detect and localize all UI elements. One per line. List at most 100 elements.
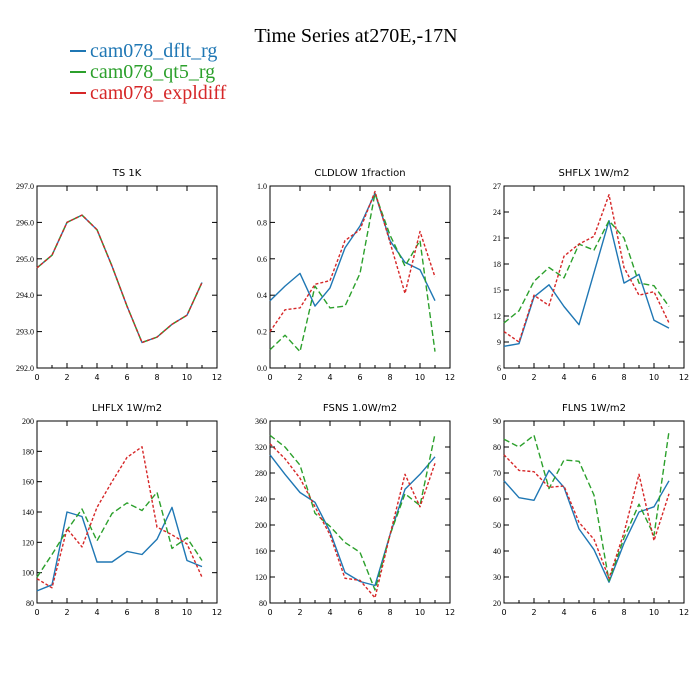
series-line: [503, 454, 670, 579]
y-tick-label: 0.8: [257, 218, 267, 227]
x-tick-label: 4: [561, 373, 566, 382]
x-tick-label: 8: [621, 373, 626, 382]
x-tick-label: 0: [267, 373, 272, 382]
legend-entry: cam078_qt5_rg: [90, 61, 215, 83]
x-tick-label: 4: [327, 608, 332, 617]
y-tick-label: 21: [493, 234, 501, 243]
y-tick-label: 0.4: [257, 291, 267, 300]
y-tick-label: 24: [493, 208, 501, 217]
x-tick-label: 0: [501, 608, 506, 617]
y-tick-label: 1.0: [257, 182, 267, 191]
x-tick-label: 12: [679, 608, 689, 617]
y-tick-label: 200: [22, 417, 34, 426]
chart-panel: LHFLX 1W/m2 0 2 4 6 8 10 12 80 100 120 140 160 180 200: [22, 403, 222, 617]
y-tick-label: 12: [493, 312, 501, 321]
x-tick-label: 4: [561, 608, 566, 617]
legend-entry: cam078_expldiff: [90, 82, 227, 104]
y-tick-label: 18: [493, 260, 501, 269]
x-tick-label: 2: [297, 608, 302, 617]
x-tick-label: 6: [591, 373, 596, 382]
y-tick-label: 297.0: [16, 182, 34, 191]
series-line: [269, 454, 436, 587]
x-tick-label: 8: [387, 373, 392, 382]
y-tick-label: 27: [493, 182, 501, 191]
x-tick-label: 0: [501, 373, 506, 382]
x-tick-label: 6: [124, 608, 129, 617]
y-tick-label: 6: [497, 364, 501, 373]
y-tick-label: 80: [493, 443, 501, 452]
y-tick-label: 120: [22, 538, 34, 547]
y-tick-label: 180: [22, 447, 34, 456]
y-tick-label: 90: [493, 417, 501, 426]
y-tick-label: 0.6: [257, 255, 267, 264]
y-tick-label: 80: [259, 599, 267, 608]
chart-panel: FLNS 1W/m2 0 2 4 6 8 10 12 20 30 40 50 60 70 80 90: [493, 403, 689, 617]
series-line: [269, 443, 436, 599]
x-tick-label: 8: [621, 608, 626, 617]
panel-title: LHFLX 1W/m2: [92, 403, 162, 414]
figure-title: Time Series at270E,-17N: [254, 25, 457, 47]
y-tick-label: 296.0: [16, 218, 34, 227]
x-tick-label: 10: [649, 608, 659, 617]
y-tick-label: 200: [255, 521, 267, 530]
panel-title: FSNS 1.0W/m2: [323, 403, 397, 414]
x-tick-label: 6: [357, 373, 362, 382]
y-tick-label: 140: [22, 508, 34, 517]
y-tick-label: 40: [493, 547, 501, 556]
legend: cam078_dflt_rgcam078_qt5_rgcam078_expldi…: [70, 40, 227, 104]
panel-title: FLNS 1W/m2: [562, 403, 626, 414]
series-line: [269, 192, 436, 353]
x-tick-label: 6: [124, 373, 129, 382]
x-tick-label: 12: [679, 373, 689, 382]
series-line: [36, 506, 203, 592]
x-tick-label: 4: [327, 373, 332, 382]
x-tick-label: 0: [34, 608, 39, 617]
x-tick-label: 2: [64, 373, 69, 382]
y-tick-label: 70: [493, 469, 501, 478]
panel-title: CLDLOW 1fraction: [314, 168, 405, 179]
y-tick-label: 320: [255, 443, 267, 452]
series-line: [503, 193, 670, 343]
y-tick-label: 160: [255, 547, 267, 556]
y-tick-label: 160: [22, 478, 34, 487]
x-tick-label: 12: [212, 373, 222, 382]
series-line: [269, 190, 436, 332]
series-line: [269, 192, 436, 307]
plot-frame: [269, 420, 451, 604]
panel-title: TS 1K: [112, 168, 142, 179]
y-tick-label: 20: [493, 599, 501, 608]
panel-title: SHFLX 1W/m2: [559, 168, 630, 179]
plot-frame: [36, 420, 218, 604]
y-tick-label: 60: [493, 495, 501, 504]
y-tick-label: 80: [26, 599, 34, 608]
y-tick-label: 0.2: [257, 328, 267, 337]
plot-frame: [36, 185, 218, 369]
series-line: [36, 214, 203, 344]
x-tick-label: 2: [531, 373, 536, 382]
chart-panel: FSNS 1.0W/m2 0 2 4 6 8 10 12 80 120 160 200 240 280 32…: [255, 403, 455, 617]
y-tick-label: 9: [497, 338, 501, 347]
x-tick-label: 2: [297, 373, 302, 382]
x-tick-label: 10: [415, 608, 425, 617]
y-tick-label: 240: [255, 495, 267, 504]
x-tick-label: 2: [531, 608, 536, 617]
x-tick-label: 12: [445, 373, 455, 382]
y-tick-label: 120: [255, 573, 267, 582]
y-tick-label: 30: [493, 573, 501, 582]
x-tick-label: 10: [182, 373, 192, 382]
x-tick-label: 4: [94, 373, 99, 382]
y-tick-label: 292.0: [16, 364, 34, 373]
series-line: [36, 214, 203, 344]
x-tick-label: 0: [34, 373, 39, 382]
series-line: [269, 433, 436, 591]
x-tick-label: 2: [64, 608, 69, 617]
y-tick-label: 100: [22, 569, 34, 578]
x-tick-label: 4: [94, 608, 99, 617]
y-tick-label: 360: [255, 417, 267, 426]
chart-panel: TS 1K 0 2 4 6 8 10 12 292.0 293.0 294.0 295.0 296.0 2…: [16, 168, 222, 382]
x-tick-label: 0: [267, 608, 272, 617]
plot-frame: [503, 420, 685, 604]
series-line: [503, 431, 670, 582]
